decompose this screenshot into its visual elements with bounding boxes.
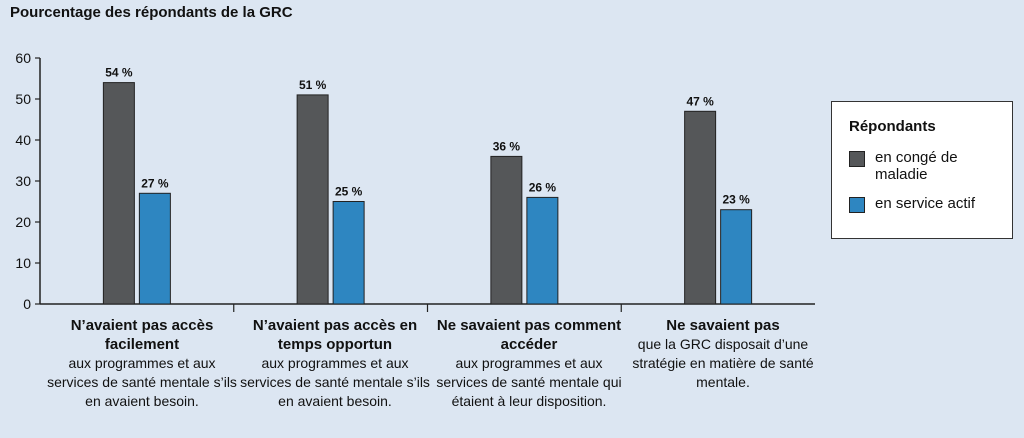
data-label: 47 %	[686, 94, 714, 108]
legend-item-active-duty: en service actif	[849, 195, 975, 213]
bar-active-duty-1	[138, 192, 171, 305]
category-label-4: Ne savaient pas que la GRC disposait d’u…	[632, 317, 814, 390]
category-label-3: Ne savaient pas comment accéder aux prog…	[436, 317, 622, 409]
bar-sick-leave-2	[296, 94, 329, 305]
data-label: 23 %	[722, 193, 750, 207]
bar-active-duty-2	[332, 201, 365, 305]
y-tick-label: 60	[15, 50, 31, 66]
y-tick-label: 0	[23, 296, 31, 312]
legend-swatch-active-duty	[849, 197, 865, 213]
y-tick-label: 50	[15, 91, 31, 107]
y-tick-label: 10	[15, 255, 31, 271]
chart-title: Pourcentage des répondants de la GRC	[10, 4, 293, 21]
bar-sick-leave-4	[684, 110, 717, 305]
category-label-2: N’avaient pas accès en temps opportun au…	[240, 317, 430, 409]
bar-active-duty-4	[720, 209, 753, 305]
bar-sick-leave-1	[102, 82, 135, 305]
legend: Répondants en congé de maladie en servic…	[831, 101, 1013, 239]
legend-swatch-sick-leave	[849, 151, 865, 167]
bar-sick-leave-3	[490, 155, 523, 305]
y-tick-label: 40	[15, 132, 31, 148]
data-label: 54 %	[105, 66, 133, 80]
legend-item-sick-leave: en congé de maladie	[849, 149, 985, 183]
data-label: 25 %	[335, 185, 363, 199]
legend-title: Répondants	[849, 118, 936, 135]
y-tick-label: 30	[15, 173, 31, 189]
legend-label-sick-leave: en congé de maladie	[875, 149, 958, 183]
bar-active-duty-3	[526, 196, 559, 305]
category-label-1: N’avaient pas accès facilement aux progr…	[47, 317, 237, 409]
y-tick-label: 20	[15, 214, 31, 230]
legend-label-active-duty: en service actif	[875, 195, 976, 212]
data-label: 36 %	[493, 139, 521, 153]
data-label: 26 %	[529, 180, 557, 194]
data-label: 27 %	[141, 176, 169, 190]
data-label: 51 %	[299, 78, 327, 92]
